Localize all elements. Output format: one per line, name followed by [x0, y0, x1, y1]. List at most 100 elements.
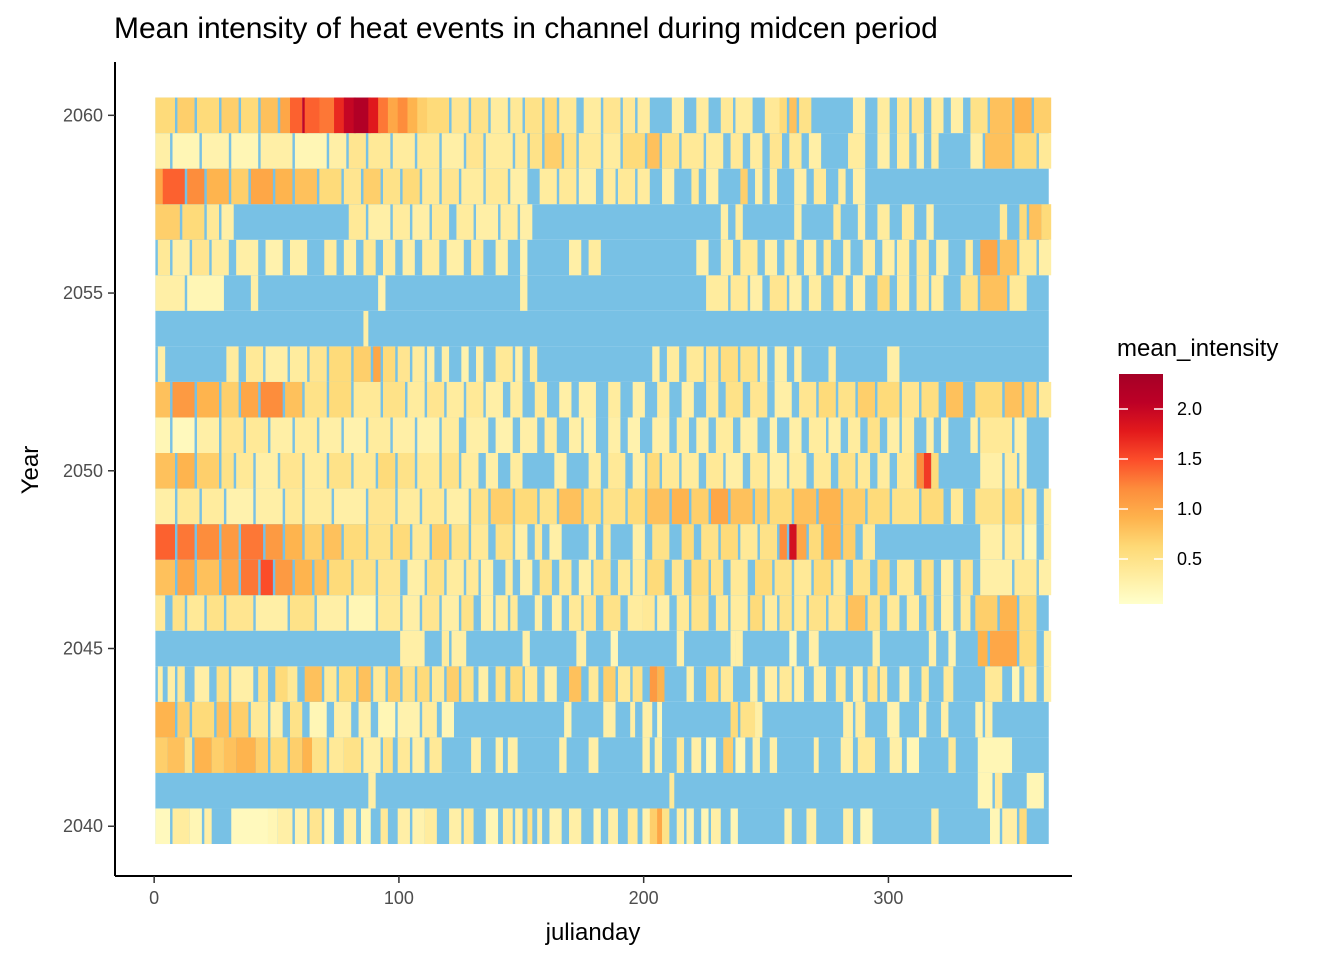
heat-event-cell	[216, 666, 229, 702]
heat-event-cell	[510, 97, 523, 134]
heat-event-cell	[527, 808, 533, 845]
heat-event-cell	[182, 204, 205, 240]
heat-event-cell	[769, 168, 778, 205]
heatmap-row-2046	[155, 595, 1049, 631]
heat-event-cell	[551, 595, 562, 631]
heat-event-cell	[676, 417, 689, 454]
heat-event-cell	[852, 559, 871, 596]
heat-event-cell	[730, 559, 748, 596]
heat-event-cell	[936, 239, 949, 276]
heat-event-cell	[681, 453, 699, 489]
heat-event-cell	[730, 275, 748, 311]
heat-event-cell	[803, 239, 817, 276]
heat-event-cell	[706, 346, 719, 382]
heat-event-cell	[236, 239, 259, 276]
heat-event-cell	[887, 417, 900, 454]
heat-event-cell	[456, 204, 474, 240]
heat-event-cell	[427, 381, 445, 418]
heat-event-cell	[848, 417, 861, 454]
heat-event-cell	[265, 346, 288, 382]
heat-event-cell	[603, 524, 611, 560]
heat-event-cell	[730, 701, 738, 738]
heat-event-cell	[196, 453, 220, 489]
heat-event-cell	[740, 417, 758, 454]
heat-event-cell	[290, 97, 303, 134]
heat-event-cell	[994, 772, 1003, 809]
heat-event-cell	[999, 204, 1008, 240]
heat-event-cell	[642, 701, 653, 738]
heat-event-cell	[329, 133, 347, 169]
heat-event-cell	[559, 488, 582, 525]
heat-event-cell	[838, 453, 856, 489]
heat-event-cell	[603, 666, 616, 702]
heat-event-cell	[608, 808, 618, 845]
heat-event-cell	[923, 453, 932, 489]
heat-event-cell	[1038, 133, 1052, 169]
heat-event-cell	[226, 346, 239, 382]
heat-event-cell	[290, 595, 315, 631]
heat-event-cell	[258, 666, 268, 702]
heat-event-cell	[471, 97, 489, 134]
heat-event-cell	[392, 524, 410, 560]
heat-event-cell	[358, 666, 371, 702]
heat-event-cell	[906, 737, 920, 773]
heat-event-cell	[755, 701, 763, 738]
heat-event-cell	[189, 808, 202, 845]
heat-event-cell	[319, 417, 342, 454]
heat-event-cell	[204, 808, 212, 845]
heat-event-cell	[329, 381, 352, 418]
heat-event-cell	[172, 595, 185, 631]
heat-event-cell	[177, 559, 195, 596]
heat-event-cell	[363, 310, 369, 347]
heat-event-cell	[896, 133, 910, 169]
heat-event-cell	[343, 737, 361, 773]
heat-event-cell	[285, 488, 303, 525]
heat-event-cell	[172, 417, 195, 454]
heat-event-cell	[706, 133, 724, 169]
heatmap-row-2055	[155, 275, 1049, 311]
heat-event-cell	[529, 346, 538, 382]
heat-event-cell	[559, 737, 567, 773]
heat-event-cell	[397, 737, 410, 773]
heat-event-cell	[603, 701, 616, 738]
heat-event-cell	[706, 275, 729, 311]
heat-event-cell	[241, 524, 264, 560]
heat-event-cell	[177, 666, 185, 702]
heat-event-cell	[632, 524, 645, 560]
heat-event-cell	[520, 417, 538, 454]
heat-event-cell	[789, 97, 797, 134]
heatmap-row-2044	[155, 666, 1052, 702]
heat-event-cell	[383, 381, 406, 418]
heat-event-cell	[441, 133, 464, 169]
heat-event-cell	[1043, 488, 1052, 525]
heat-event-cell	[172, 133, 200, 169]
heat-event-cell	[363, 737, 381, 773]
heat-event-cell	[1019, 239, 1037, 276]
heat-event-cell	[417, 453, 440, 489]
heat-event-cell	[1024, 524, 1037, 560]
heat-event-cell	[715, 417, 734, 454]
heat-event-cell	[980, 239, 998, 276]
heat-event-cell	[1004, 488, 1022, 525]
heat-event-cell	[343, 808, 357, 845]
no-event-background	[155, 381, 1049, 418]
heat-event-cell	[720, 524, 738, 560]
heat-event-cell	[397, 701, 420, 738]
heat-event-cell	[657, 595, 670, 631]
heat-event-cell	[196, 559, 220, 596]
heat-event-cell	[446, 559, 464, 596]
heat-event-cell	[852, 97, 866, 134]
heat-event-cell	[764, 97, 782, 134]
heat-event-cell	[755, 168, 763, 205]
heat-event-cell	[378, 453, 396, 489]
heat-event-cell	[524, 666, 538, 702]
heat-event-cell	[896, 559, 915, 596]
heat-event-cell	[740, 346, 758, 382]
heat-event-cell	[446, 666, 459, 702]
heat-event-cell	[338, 666, 357, 702]
heat-event-cell	[808, 630, 819, 667]
heat-event-cell	[495, 346, 513, 382]
heat-event-cell	[417, 666, 430, 702]
heat-event-cell	[302, 737, 313, 773]
heat-event-cell	[835, 666, 846, 702]
